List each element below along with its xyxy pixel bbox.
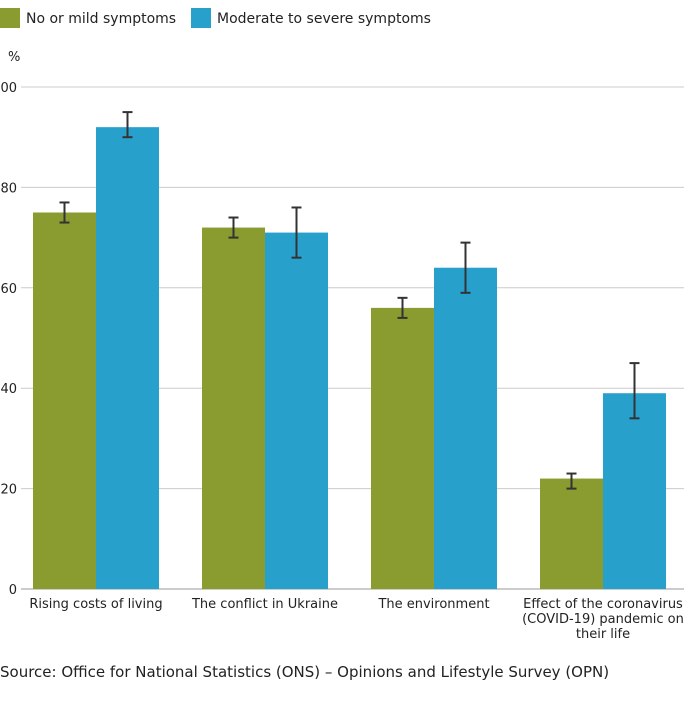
legend-label: No or mild symptoms xyxy=(26,11,176,27)
x-tick-label: Rising costs of living xyxy=(29,597,162,612)
source-note: Source: Office for National Statistics (… xyxy=(0,663,609,681)
y-tick-label: 20 xyxy=(0,483,17,498)
y-tick-label: 40 xyxy=(0,382,17,397)
bar xyxy=(265,232,328,589)
bar xyxy=(540,478,603,589)
y-tick-label: 100 xyxy=(0,81,17,96)
x-tick-label: (COVID-19) pandemic on xyxy=(522,612,684,627)
bar xyxy=(96,127,159,589)
legend-swatch xyxy=(191,8,211,28)
y-tick-label: 80 xyxy=(0,181,17,196)
x-tick-label: Effect of the coronavirus xyxy=(523,597,683,612)
y-tick-label: 60 xyxy=(0,282,17,297)
y-tick-label: 0 xyxy=(9,583,17,598)
x-tick-label: their life xyxy=(576,627,630,642)
bar xyxy=(434,267,497,589)
legend-swatch xyxy=(0,8,20,28)
bar xyxy=(202,227,265,589)
bar xyxy=(33,212,96,589)
bar xyxy=(603,393,666,589)
x-tick-label: The environment xyxy=(377,597,489,612)
bar xyxy=(371,307,434,589)
x-tick-label: The conflict in Ukraine xyxy=(191,597,338,612)
y-axis-label: % xyxy=(8,50,20,65)
legend-label: Moderate to severe symptoms xyxy=(217,11,431,27)
